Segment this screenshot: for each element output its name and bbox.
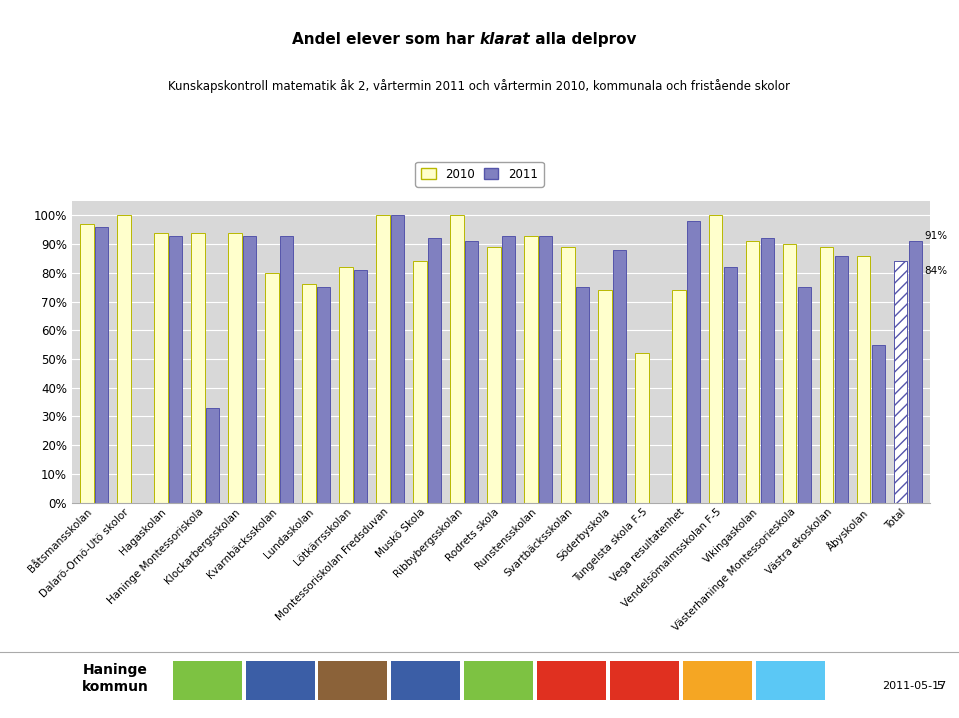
Text: Söderbyskola: Söderbyskola xyxy=(555,507,612,564)
Bar xyxy=(613,250,626,503)
Text: Lundaskolan: Lundaskolan xyxy=(263,507,316,560)
Bar xyxy=(798,287,811,503)
Text: Muskö Skola: Muskö Skola xyxy=(374,507,427,559)
Bar xyxy=(465,241,479,503)
Bar xyxy=(80,224,94,503)
Bar xyxy=(908,241,923,503)
Bar xyxy=(537,661,606,700)
Bar xyxy=(487,247,501,503)
Bar xyxy=(502,236,515,503)
Text: Montessoriskolan Fredsduvan: Montessoriskolan Fredsduvan xyxy=(274,507,390,623)
Bar xyxy=(376,215,389,503)
Bar xyxy=(756,661,825,700)
Bar xyxy=(760,238,774,503)
Text: Lötkärrsskolan: Lötkärrsskolan xyxy=(292,507,353,568)
Bar xyxy=(687,221,700,503)
Bar xyxy=(354,270,367,503)
Bar xyxy=(390,215,405,503)
Bar xyxy=(464,661,533,700)
Text: Andel elever som har: Andel elever som har xyxy=(292,32,480,47)
Bar xyxy=(191,233,204,503)
Text: Åbyskolan: Åbyskolan xyxy=(825,507,871,553)
Text: Total: Total xyxy=(884,507,908,531)
Text: Kunskapskontroll matematik åk 2, vårtermin 2011 och vårtermin 2010, kommunala oc: Kunskapskontroll matematik åk 2, vårterm… xyxy=(169,79,790,93)
Bar xyxy=(428,238,441,503)
Text: Haninge
kommun: Haninge kommun xyxy=(82,663,149,694)
Text: alla delprov: alla delprov xyxy=(530,32,637,47)
Bar xyxy=(117,215,130,503)
Bar xyxy=(302,284,316,503)
Bar xyxy=(318,661,387,700)
Text: Svartbäcksskolan: Svartbäcksskolan xyxy=(503,507,575,579)
Text: Vikingaskolan: Vikingaskolan xyxy=(702,507,760,565)
Text: Tungelsta skola F-5: Tungelsta skola F-5 xyxy=(572,507,649,584)
Bar xyxy=(246,661,315,700)
Bar xyxy=(243,236,256,503)
Bar xyxy=(724,267,737,503)
Bar xyxy=(783,244,797,503)
Bar xyxy=(672,290,686,503)
Text: 84%: 84% xyxy=(924,266,947,276)
Bar xyxy=(635,353,648,503)
Text: Rodrets skola: Rodrets skola xyxy=(445,507,501,564)
Text: Båtsmansskolan: Båtsmansskolan xyxy=(27,507,94,574)
Text: Kvarnbäcksskolan: Kvarnbäcksskolan xyxy=(205,507,279,580)
Bar xyxy=(820,247,833,503)
Bar xyxy=(894,261,907,503)
Text: Runstensskolan: Runstensskolan xyxy=(474,507,538,572)
Bar xyxy=(316,287,330,503)
Bar xyxy=(872,345,885,503)
Text: 2011-05-17: 2011-05-17 xyxy=(882,681,947,691)
Text: Klockarbergsskolan: Klockarbergsskolan xyxy=(163,507,242,586)
Bar xyxy=(280,236,293,503)
Bar xyxy=(683,661,752,700)
Bar xyxy=(265,273,278,503)
Bar xyxy=(834,256,849,503)
Bar xyxy=(339,267,353,503)
Bar xyxy=(228,233,242,503)
Bar xyxy=(561,247,574,503)
Bar xyxy=(450,215,463,503)
Bar xyxy=(524,236,537,503)
Bar xyxy=(412,261,427,503)
Text: 5: 5 xyxy=(936,681,944,691)
Text: Dalarö-Ornö-Utö skolor: Dalarö-Ornö-Utö skolor xyxy=(38,507,131,599)
Bar xyxy=(153,233,168,503)
Bar xyxy=(205,408,220,503)
Text: Vendelsömalmsskolan F-5: Vendelsömalmsskolan F-5 xyxy=(620,507,723,610)
Bar xyxy=(746,241,760,503)
Bar xyxy=(597,290,612,503)
Text: Västerhaninge Montessorieskola: Västerhaninge Montessorieskola xyxy=(670,507,797,633)
Text: klarat: klarat xyxy=(480,32,530,47)
Bar xyxy=(95,227,108,503)
Bar xyxy=(575,287,590,503)
Bar xyxy=(169,236,182,503)
Bar xyxy=(856,256,871,503)
Text: Vega resultatenhet: Vega resultatenhet xyxy=(609,507,686,584)
Text: Hagaskolan: Hagaskolan xyxy=(118,507,168,556)
Bar xyxy=(539,236,552,503)
Text: Ribbybergsskolan: Ribbybergsskolan xyxy=(391,507,464,579)
Bar xyxy=(610,661,679,700)
Text: Västra ekoskolan: Västra ekoskolan xyxy=(764,507,834,577)
Bar xyxy=(709,215,722,503)
Text: 91%: 91% xyxy=(924,230,947,241)
Text: Haninge Montessoriskola: Haninge Montessoriskola xyxy=(105,507,205,606)
Bar xyxy=(391,661,460,700)
Bar xyxy=(173,661,242,700)
Legend: 2010, 2011: 2010, 2011 xyxy=(415,162,544,187)
